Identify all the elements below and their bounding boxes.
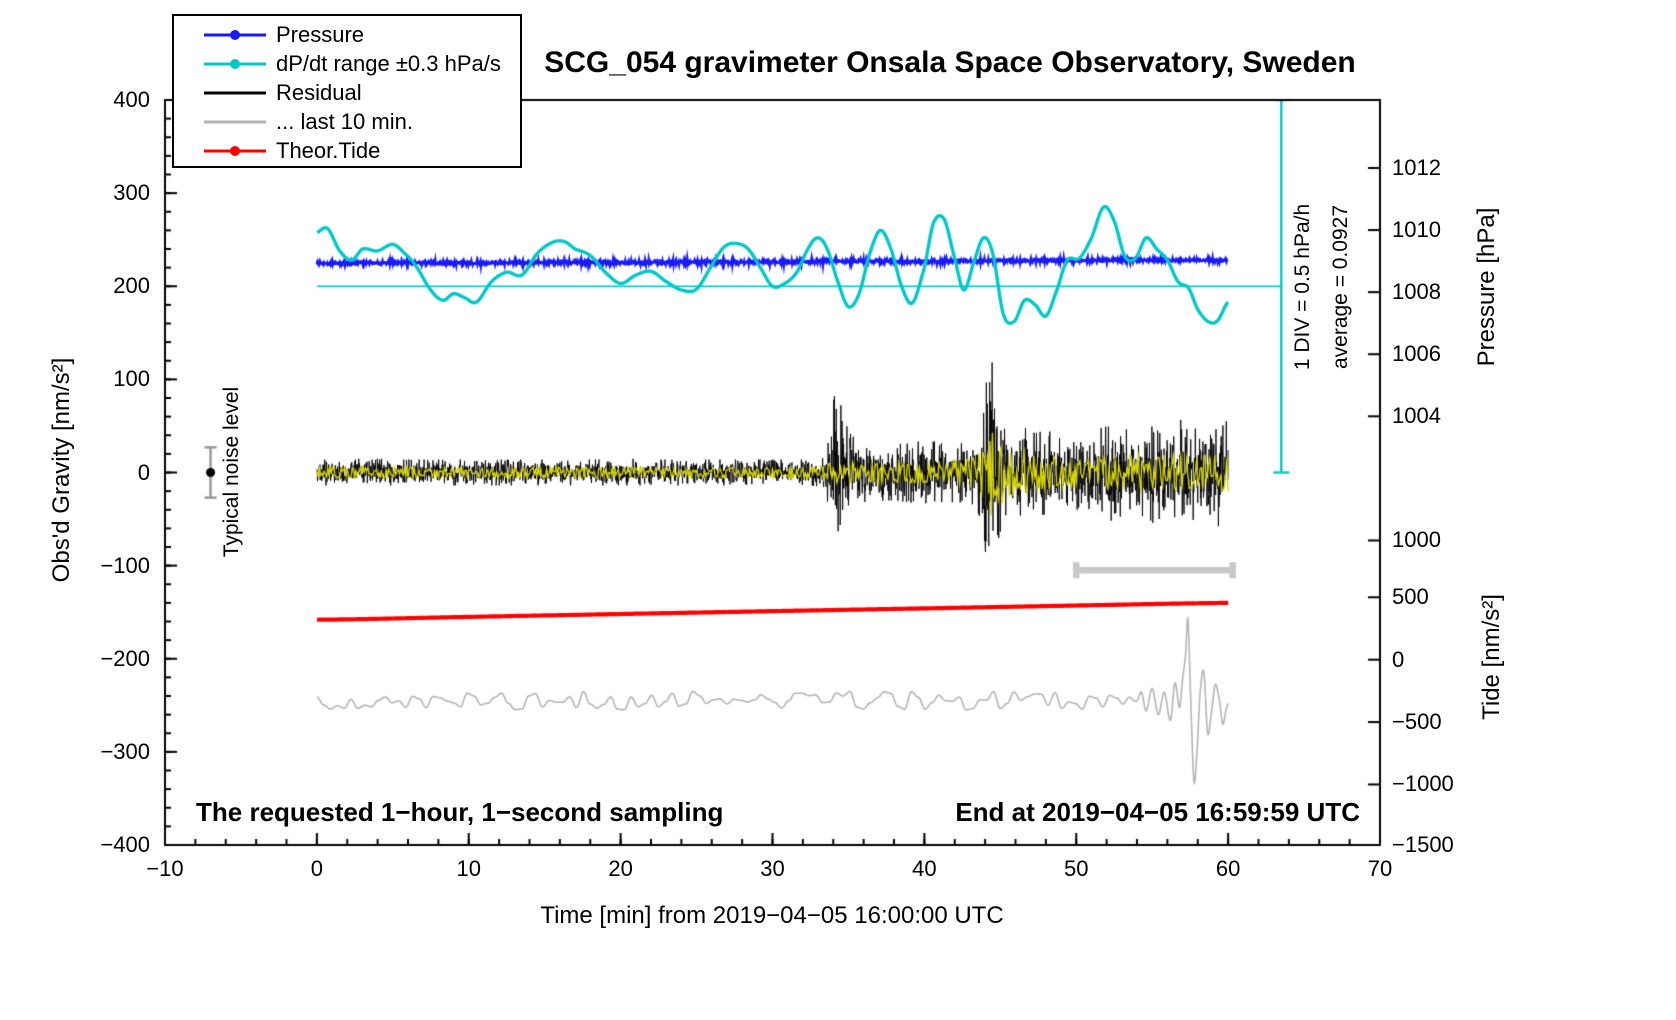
legend-item-pressure: Pressure xyxy=(174,20,520,49)
sampling-note: The requested 1−hour, 1−second sampling xyxy=(196,797,724,827)
x-tick-label: 10 xyxy=(456,856,481,881)
y-left-tick-label: 300 xyxy=(113,180,150,206)
y-left-tick-label: 100 xyxy=(113,366,150,392)
chart-title: SCG_054 gravimeter Onsala Space Observat… xyxy=(544,46,1356,79)
last10-line-marker xyxy=(174,107,276,136)
x-tick-label: 60 xyxy=(1215,856,1241,881)
legend-item-last10: ... last 10 min. xyxy=(174,107,520,136)
pressure-tick-label: 1012 xyxy=(1392,154,1441,180)
x-tick-label: 70 xyxy=(1367,856,1393,881)
x-tick-label: 0 xyxy=(310,856,323,881)
x-tick-label: −10 xyxy=(146,856,184,881)
pressure-tick-label: 1000 xyxy=(1392,527,1441,553)
y-left-tick-label: −100 xyxy=(100,552,150,578)
legend-item-dpdt: dP/dt range ±0.3 hPa/s xyxy=(174,49,520,78)
legend-label-pressure: Pressure xyxy=(276,21,365,47)
pressure-line-marker xyxy=(174,20,276,49)
legend-item-tide: Theor.Tide xyxy=(174,136,520,165)
pressure-tick-label: 1006 xyxy=(1392,341,1441,367)
x-tick-label: 20 xyxy=(608,856,633,881)
x-tick-label: 50 xyxy=(1064,856,1089,881)
y-left-tick-label: 0 xyxy=(137,459,150,485)
legend-label-tide: Theor.Tide xyxy=(276,137,381,163)
pressure-tick-label: 1010 xyxy=(1392,217,1441,243)
residual-line-marker xyxy=(174,78,276,107)
div-scale-annotation: 1 DIV = 0.5 hPa/h xyxy=(1291,203,1314,371)
x-tick-label: 40 xyxy=(912,856,937,881)
pressure-tick-label: 1008 xyxy=(1392,279,1441,305)
tide-line-marker xyxy=(174,136,276,165)
x-axis-label: Time [min] from 2019−04−05 16:00:00 UTC xyxy=(540,902,1004,929)
tide-tick-label: 0 xyxy=(1392,646,1405,672)
tide-tick-label: −1500 xyxy=(1392,832,1454,857)
y-left-tick-label: −300 xyxy=(100,738,150,764)
y-left-tick-label: −400 xyxy=(100,832,150,857)
y-left-tick-label: 200 xyxy=(113,273,150,299)
legend-label-residual: Residual xyxy=(276,79,362,105)
x-tick-label: 30 xyxy=(760,856,785,881)
tide-tick-label: −500 xyxy=(1392,709,1442,735)
pressure-tick-label: 1004 xyxy=(1392,403,1441,429)
tide-tick-label: 500 xyxy=(1392,584,1429,610)
average-annotation: average = 0.0927 xyxy=(1329,204,1352,370)
noise-level-annotation: Typical noise level xyxy=(220,386,243,558)
legend-label-dpdt: dP/dt range ±0.3 hPa/s xyxy=(276,50,501,76)
tide-tick-label: −1000 xyxy=(1392,771,1454,797)
y-left-tick-label: −200 xyxy=(100,645,150,671)
legend-label-last10: ... last 10 min. xyxy=(276,108,413,134)
dpdt-line-marker xyxy=(174,49,276,78)
legend-item-residual: Residual xyxy=(174,78,520,107)
end-time-note: End at 2019−04−05 16:59:59 UTC xyxy=(955,797,1360,827)
y-left-tick-label: 400 xyxy=(113,87,150,112)
legend: Pressure dP/dt range ±0.3 hPa/s Residual… xyxy=(172,14,522,168)
